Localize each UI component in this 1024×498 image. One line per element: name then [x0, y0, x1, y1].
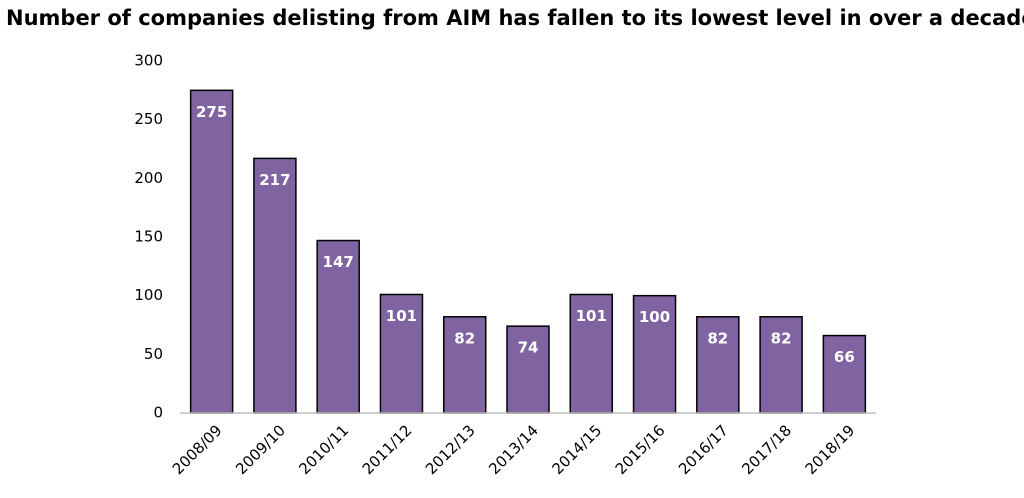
x-tick-label: 2013/14	[485, 421, 542, 478]
y-tick-label: 200	[134, 169, 163, 187]
value-label: 275	[196, 103, 227, 121]
x-tick-label: 2016/17	[675, 421, 732, 478]
x-tick-label: 2009/10	[232, 421, 289, 478]
value-label: 101	[386, 307, 417, 325]
chart-title: Number of companies delisting from AIM h…	[6, 6, 1024, 30]
y-tick-label: 50	[144, 345, 163, 363]
bar	[189, 89, 234, 414]
x-tick-label: 2014/15	[548, 421, 605, 478]
x-tick-label: 2018/19	[802, 421, 859, 478]
value-label: 101	[576, 307, 607, 325]
x-tick-label: 2008/09	[169, 421, 226, 478]
y-tick-label: 150	[134, 228, 163, 246]
bar	[379, 293, 424, 414]
value-label: 147	[323, 253, 354, 271]
value-label: 66	[834, 348, 855, 366]
y-tick-label: 300	[134, 52, 163, 70]
x-tick-label: 2017/18	[738, 421, 795, 478]
value-label: 82	[771, 329, 792, 347]
bar	[759, 316, 803, 414]
bar	[316, 239, 360, 414]
x-tick-label: 2011/12	[359, 421, 416, 478]
y-tick-label: 0	[153, 404, 163, 422]
x-tick-label: 2015/16	[612, 421, 669, 478]
bar	[632, 294, 677, 414]
value-label: 82	[454, 329, 475, 347]
value-label: 100	[639, 308, 670, 326]
value-label: 74	[518, 339, 539, 357]
bar	[506, 325, 550, 414]
x-tick-label: 2010/11	[295, 421, 352, 478]
y-tick-label: 250	[134, 110, 163, 128]
x-tick-label: 2012/13	[422, 421, 479, 478]
bar	[253, 157, 297, 414]
y-tick-label: 100	[134, 286, 163, 304]
value-label: 217	[259, 171, 290, 189]
value-label: 82	[707, 329, 728, 347]
